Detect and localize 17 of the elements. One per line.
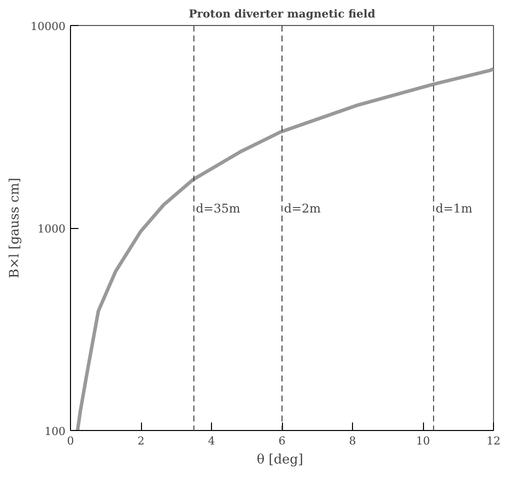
annotation: d=1m xyxy=(436,201,473,216)
annotation: d=35m xyxy=(196,201,241,216)
x-tick-label: 0 xyxy=(67,434,74,448)
y-tick-label: 1000 xyxy=(38,222,66,236)
chart-title: Proton diverter magnetic field xyxy=(188,8,376,20)
line-series xyxy=(76,67,494,430)
y-tick-label: 100 xyxy=(44,425,66,438)
x-tick-label: 4 xyxy=(208,434,215,448)
x-tick-label: 12 xyxy=(486,434,500,448)
x-tick-label: 6 xyxy=(278,434,286,448)
annotation: d=2m xyxy=(284,201,322,216)
x-tick-label: 8 xyxy=(349,434,356,448)
x-axis-title: θ [deg] xyxy=(256,452,304,468)
y-axis-title: B×l [gauss cm] xyxy=(8,178,23,278)
x-tick-label: 10 xyxy=(416,434,430,448)
y-tick-label: 10000 xyxy=(30,20,66,33)
x-tick-label: 2 xyxy=(138,434,144,448)
